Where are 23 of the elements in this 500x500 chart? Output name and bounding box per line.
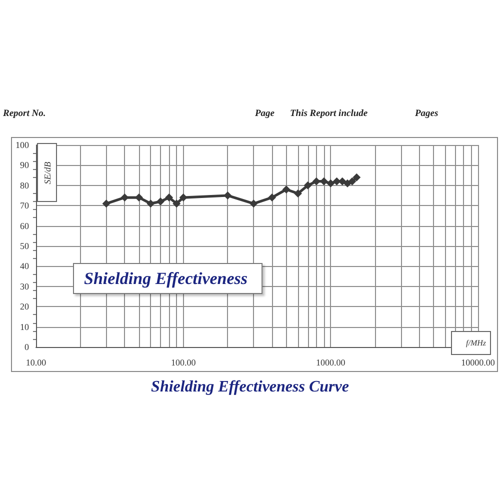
x-tick-label: 1000.00 xyxy=(316,358,346,368)
annotation: Shielding Effectiveness xyxy=(84,269,248,288)
y-tick-label: 20 xyxy=(20,302,30,312)
y-tick-label: 60 xyxy=(20,220,30,231)
x-axis-title: f/MHz xyxy=(466,338,487,348)
y-axis-title: SE/dB xyxy=(42,161,52,184)
x-tick-label: 100.00 xyxy=(170,358,196,368)
y-tick-label: 0 xyxy=(24,342,30,352)
y-tick-label: 40 xyxy=(20,261,30,272)
text: Pages xyxy=(415,109,439,119)
text: Page xyxy=(255,109,276,119)
y-tick-label: 10 xyxy=(20,322,30,332)
text: Shielding Effectiveness Curve xyxy=(151,378,349,396)
y-tick-label: 100 xyxy=(16,140,30,150)
x-tick-label: 10000.00 xyxy=(461,358,496,368)
y-tick-label: 50 xyxy=(20,241,30,251)
y-tick-label: 90 xyxy=(20,160,30,170)
y-tick-label: 70 xyxy=(20,200,30,211)
x-tick-label: 10.00 xyxy=(26,358,47,368)
text: Report No. xyxy=(2,109,46,119)
text: This Report include xyxy=(290,109,368,119)
y-tick-label: 80 xyxy=(20,180,30,190)
y-tick-label: 30 xyxy=(20,281,30,292)
